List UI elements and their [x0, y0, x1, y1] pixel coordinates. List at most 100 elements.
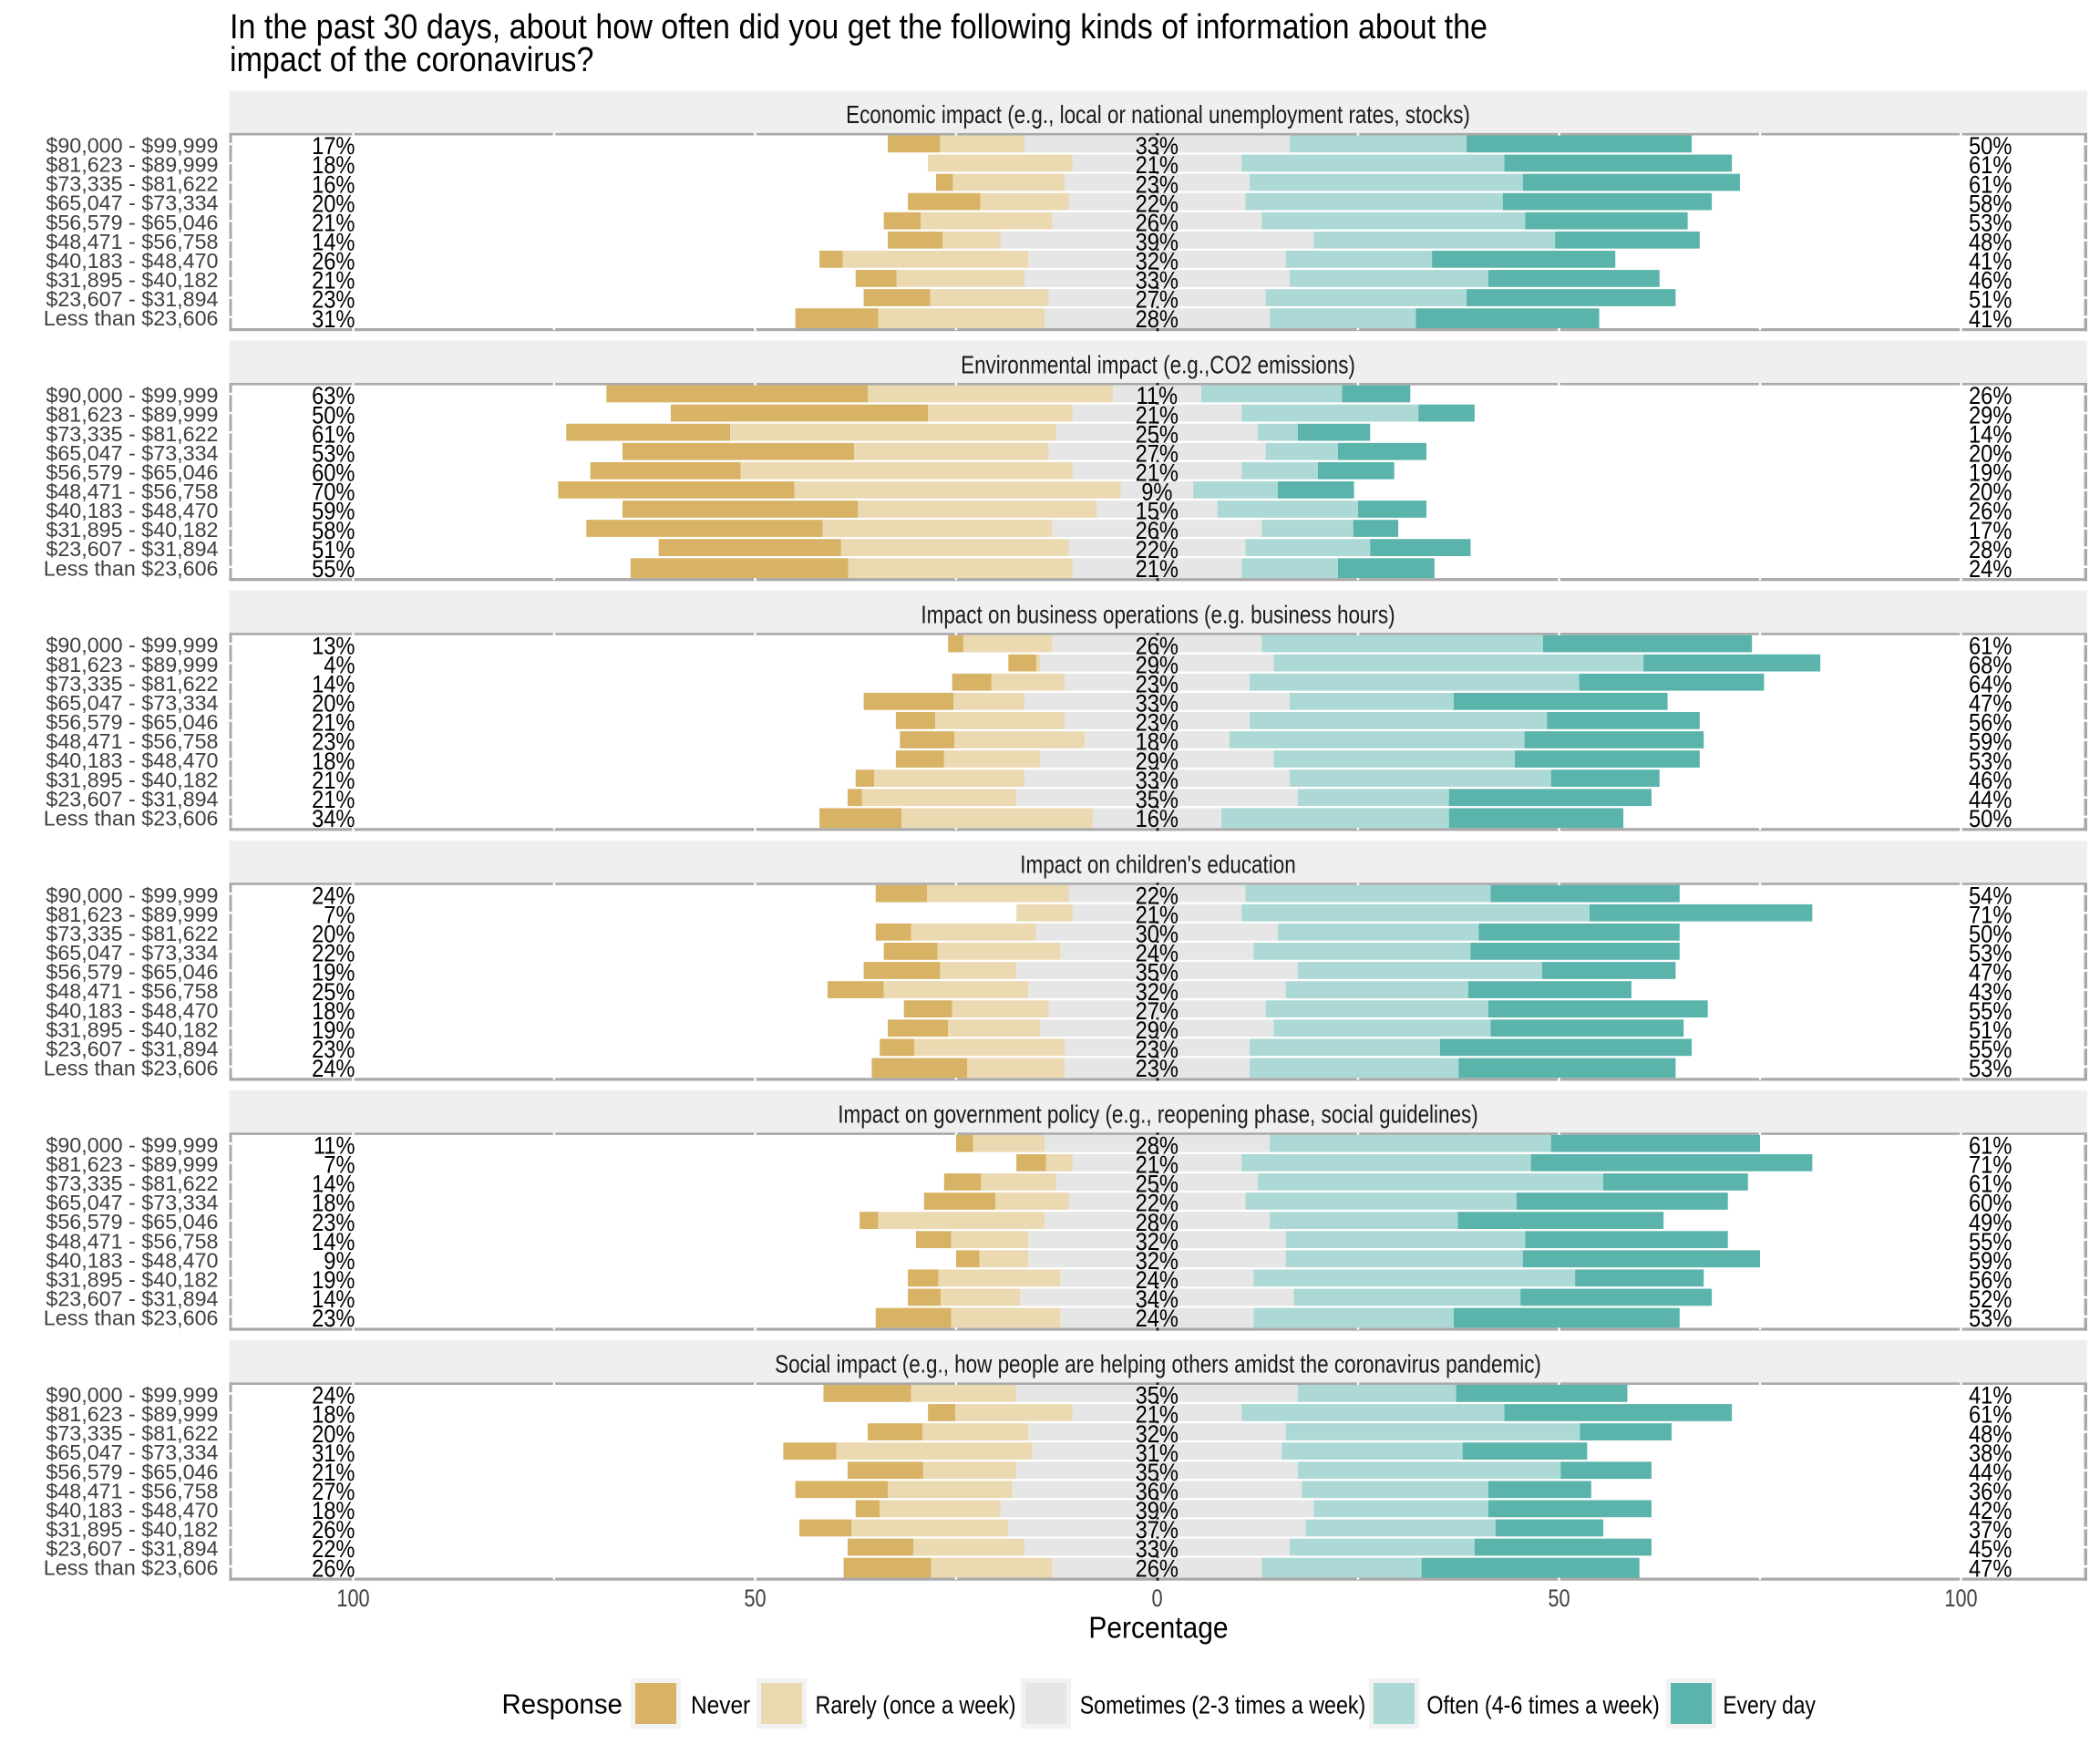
svg-text:21%: 21% — [312, 209, 355, 236]
svg-text:$40,183 - $48,470: $40,183 - $48,470 — [46, 748, 218, 772]
svg-text:$40,183 - $48,470: $40,183 - $48,470 — [46, 499, 218, 522]
svg-text:24%: 24% — [312, 1382, 355, 1409]
svg-text:51%: 51% — [1969, 1017, 2012, 1044]
svg-text:21%: 21% — [1136, 555, 1179, 583]
svg-text:Economic impact (e.g., local o: Economic impact (e.g., local or national… — [846, 100, 1470, 129]
svg-text:18%: 18% — [312, 1190, 355, 1217]
svg-text:$31,895 - $40,182: $31,895 - $40,182 — [46, 1017, 218, 1041]
svg-text:Less than $23,606: Less than $23,606 — [44, 306, 219, 330]
svg-text:26%: 26% — [1969, 498, 2012, 525]
svg-text:impact of the coronavirus?: impact of the coronavirus? — [230, 41, 593, 79]
svg-text:28%: 28% — [1136, 305, 1179, 333]
svg-text:53%: 53% — [1969, 940, 2012, 967]
svg-text:29%: 29% — [1136, 651, 1179, 678]
svg-text:32%: 32% — [1136, 1228, 1179, 1255]
svg-text:52%: 52% — [1969, 1285, 2012, 1313]
svg-text:$90,000 - $99,999: $90,000 - $99,999 — [46, 634, 218, 657]
svg-text:64%: 64% — [1969, 670, 2012, 697]
svg-text:100: 100 — [1944, 1585, 1977, 1612]
svg-text:$23,607 - $31,894: $23,607 - $31,894 — [46, 1287, 218, 1311]
svg-text:$23,607 - $31,894: $23,607 - $31,894 — [46, 537, 218, 561]
svg-text:$90,000 - $99,999: $90,000 - $99,999 — [46, 1383, 218, 1407]
svg-text:59%: 59% — [1969, 728, 2012, 756]
svg-text:70%: 70% — [312, 479, 355, 506]
svg-text:26%: 26% — [312, 1554, 355, 1582]
svg-text:14%: 14% — [312, 1228, 355, 1255]
svg-text:19%: 19% — [312, 1017, 355, 1044]
svg-text:61%: 61% — [1969, 170, 2012, 198]
svg-text:$48,471 - $56,758: $48,471 - $56,758 — [46, 1229, 218, 1253]
svg-text:49%: 49% — [1969, 1209, 2012, 1236]
svg-text:20%: 20% — [312, 921, 355, 948]
svg-text:20%: 20% — [1969, 439, 2012, 467]
svg-text:22%: 22% — [312, 1535, 355, 1563]
svg-text:58%: 58% — [312, 517, 355, 544]
svg-text:$56,579 - $65,046: $56,579 - $65,046 — [46, 211, 218, 234]
svg-text:25%: 25% — [312, 978, 355, 1006]
svg-text:Less than $23,606: Less than $23,606 — [44, 556, 219, 580]
svg-text:14%: 14% — [1969, 420, 2012, 448]
svg-text:26%: 26% — [1136, 517, 1179, 544]
svg-text:41%: 41% — [1969, 1382, 2012, 1409]
svg-text:33%: 33% — [1136, 690, 1179, 717]
svg-text:Percentage: Percentage — [1088, 1611, 1228, 1645]
svg-text:53%: 53% — [1969, 1305, 2012, 1332]
svg-text:Social impact (e.g., how peopl: Social impact (e.g., how people are help… — [775, 1350, 1541, 1378]
svg-text:26%: 26% — [312, 1516, 355, 1543]
svg-text:25%: 25% — [1136, 1171, 1179, 1198]
svg-text:Less than $23,606: Less than $23,606 — [44, 1057, 219, 1080]
svg-text:Impact on government policy (e: Impact on government policy (e.g., reope… — [838, 1100, 1477, 1129]
svg-text:23%: 23% — [1136, 709, 1179, 737]
svg-text:27%: 27% — [1136, 286, 1179, 314]
svg-text:Never: Never — [691, 1690, 750, 1719]
svg-text:36%: 36% — [1136, 1478, 1179, 1505]
svg-text:50: 50 — [744, 1585, 766, 1612]
svg-text:29%: 29% — [1136, 748, 1179, 775]
svg-text:54%: 54% — [1969, 882, 2012, 909]
svg-text:26%: 26% — [1136, 209, 1179, 236]
svg-text:55%: 55% — [312, 555, 355, 583]
svg-text:61%: 61% — [1969, 1132, 2012, 1160]
svg-text:$73,335 - $81,622: $73,335 - $81,622 — [46, 422, 218, 446]
svg-text:Rarely (once a week): Rarely (once a week) — [816, 1690, 1016, 1719]
svg-text:53%: 53% — [1969, 1055, 2012, 1082]
svg-text:$65,047 - $73,334: $65,047 - $73,334 — [46, 1191, 218, 1214]
svg-text:33%: 33% — [1136, 767, 1179, 794]
svg-text:22%: 22% — [1136, 536, 1179, 563]
svg-text:$65,047 - $73,334: $65,047 - $73,334 — [46, 691, 218, 715]
svg-text:27%: 27% — [312, 1478, 355, 1505]
svg-text:71%: 71% — [1969, 901, 2012, 928]
svg-text:27%: 27% — [1136, 997, 1179, 1025]
svg-text:21%: 21% — [312, 709, 355, 737]
svg-text:$31,895 - $40,182: $31,895 - $40,182 — [46, 768, 218, 791]
svg-text:$31,895 - $40,182: $31,895 - $40,182 — [46, 268, 218, 292]
svg-text:59%: 59% — [312, 498, 355, 525]
svg-text:60%: 60% — [312, 459, 355, 487]
svg-text:21%: 21% — [312, 1459, 355, 1486]
svg-text:21%: 21% — [312, 786, 355, 813]
svg-text:32%: 32% — [1136, 248, 1179, 275]
svg-text:21%: 21% — [1136, 401, 1179, 428]
svg-text:In the past 30 days, about how: In the past 30 days, about how often did… — [230, 8, 1488, 46]
svg-text:$31,895 - $40,182: $31,895 - $40,182 — [46, 518, 218, 542]
svg-text:$48,471 - $56,758: $48,471 - $56,758 — [46, 729, 218, 753]
svg-text:47%: 47% — [1969, 1554, 2012, 1582]
svg-text:34%: 34% — [312, 805, 355, 832]
svg-text:$31,895 - $40,182: $31,895 - $40,182 — [46, 1267, 218, 1291]
svg-text:33%: 33% — [1136, 1535, 1179, 1563]
svg-text:28%: 28% — [1136, 1132, 1179, 1160]
svg-text:27%: 27% — [1136, 439, 1179, 467]
svg-text:26%: 26% — [312, 248, 355, 275]
svg-text:17%: 17% — [312, 132, 355, 160]
svg-text:23%: 23% — [1136, 1055, 1179, 1082]
svg-text:$65,047 - $73,334: $65,047 - $73,334 — [46, 941, 218, 965]
svg-text:$90,000 - $99,999: $90,000 - $99,999 — [46, 1133, 218, 1157]
svg-text:41%: 41% — [1969, 248, 2012, 275]
svg-text:21%: 21% — [1136, 151, 1179, 179]
svg-text:61%: 61% — [1969, 151, 2012, 179]
svg-text:30%: 30% — [1136, 921, 1179, 948]
svg-text:20%: 20% — [312, 190, 355, 217]
svg-text:56%: 56% — [1969, 1266, 2012, 1294]
svg-text:34%: 34% — [1136, 1285, 1179, 1313]
svg-text:41%: 41% — [1969, 305, 2012, 333]
